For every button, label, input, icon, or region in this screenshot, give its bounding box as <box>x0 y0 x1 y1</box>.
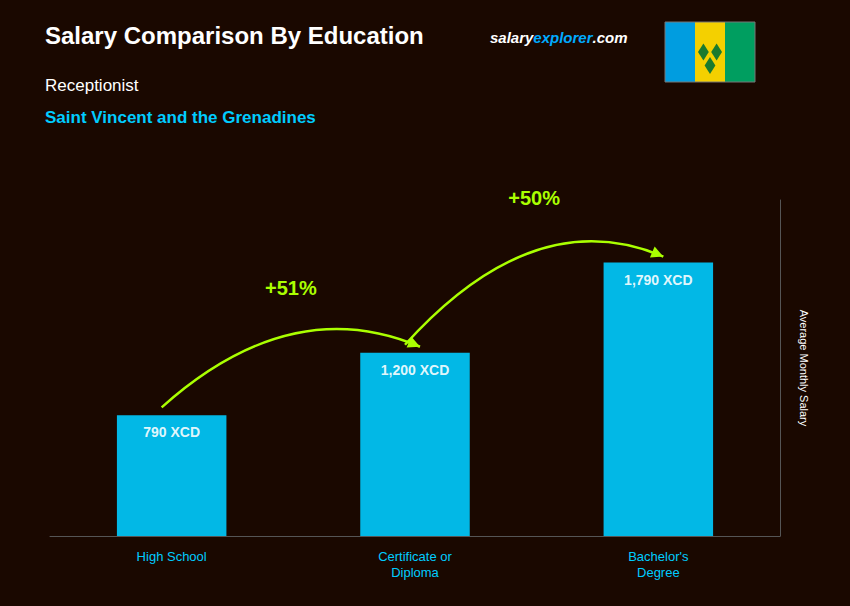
svg-text:Average Monthly Salary: Average Monthly Salary <box>798 310 810 427</box>
svg-text:High School: High School <box>137 549 207 564</box>
svg-text:explorer: explorer <box>533 29 593 46</box>
svg-text:Receptionist: Receptionist <box>45 76 139 95</box>
svg-text:790 XCD: 790 XCD <box>143 424 200 440</box>
svg-text:Certificate or: Certificate or <box>378 549 452 564</box>
svg-text:Diploma: Diploma <box>391 565 439 580</box>
svg-text:+50%: +50% <box>508 187 560 209</box>
svg-text:Degree: Degree <box>637 565 680 580</box>
svg-text:Bachelor's: Bachelor's <box>628 549 689 564</box>
svg-text:Saint Vincent and the Grenadin: Saint Vincent and the Grenadines <box>45 108 316 127</box>
svg-text:+51%: +51% <box>265 277 317 299</box>
svg-text:Salary Comparison By Education: Salary Comparison By Education <box>45 22 424 49</box>
svg-text:.com: .com <box>593 29 628 46</box>
svg-text:1,790 XCD: 1,790 XCD <box>624 272 692 288</box>
svg-text:salary: salary <box>490 29 534 46</box>
svg-text:1,200 XCD: 1,200 XCD <box>381 362 449 378</box>
